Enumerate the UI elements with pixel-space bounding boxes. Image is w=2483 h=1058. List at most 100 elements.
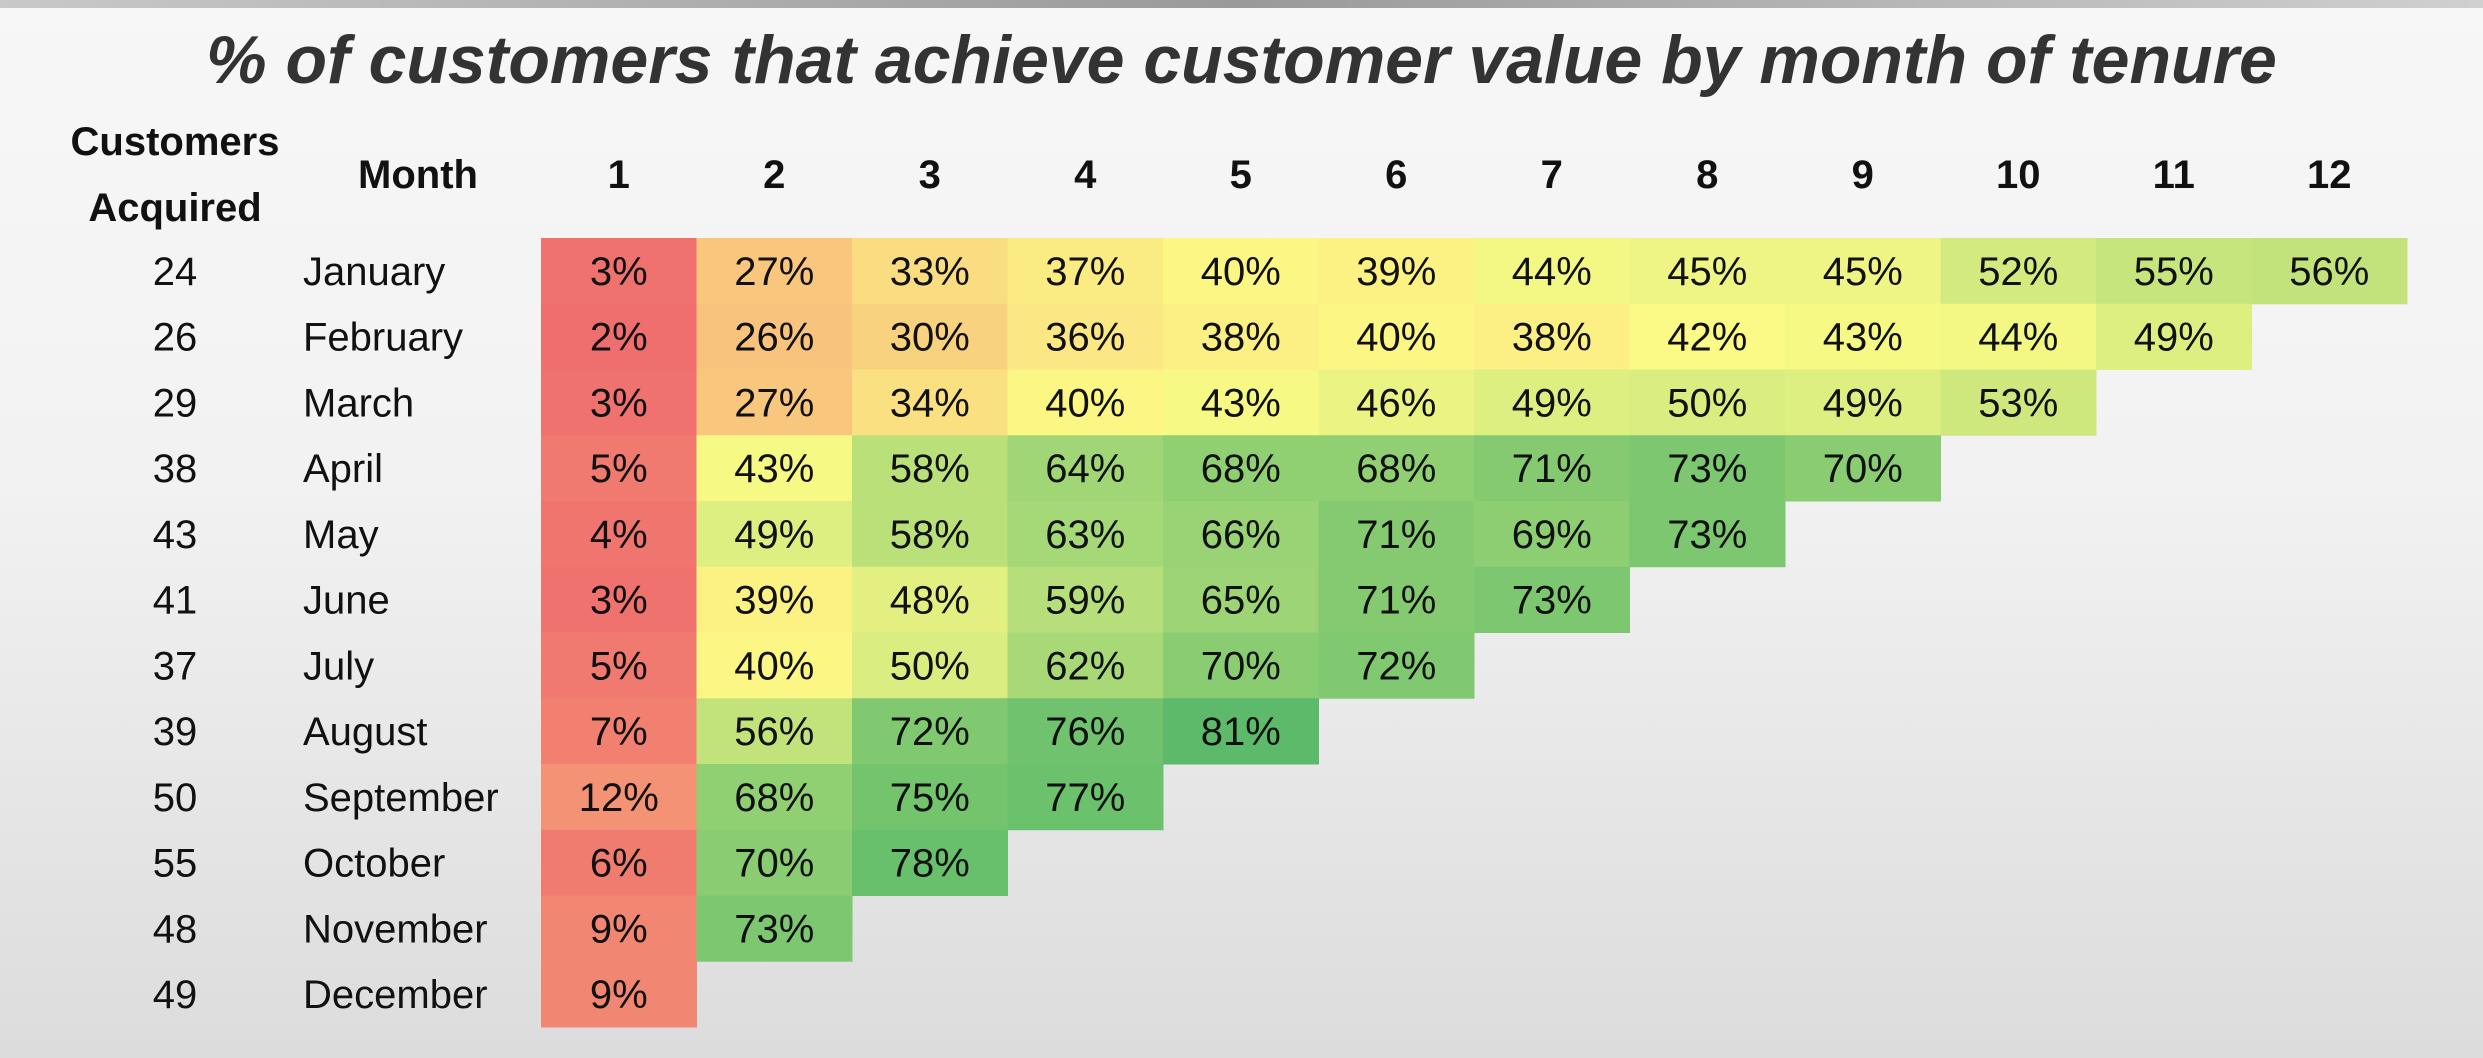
- cell-label-march-m7: 49%: [1512, 381, 1592, 425]
- cell-may-m4: [1007, 501, 1164, 568]
- cell-label-october-m3: 78%: [890, 842, 970, 886]
- month-label-july: July: [303, 644, 374, 688]
- cell-march-m9: [1785, 369, 1941, 436]
- cell-january-m2: [696, 238, 853, 305]
- customers-acquired-march: 29: [153, 381, 198, 425]
- cell-label-october-m1: 6%: [590, 842, 648, 886]
- cell-november-m1: [541, 895, 697, 962]
- cell-june-m1: [541, 566, 697, 633]
- cell-label-february-m8: 42%: [1667, 316, 1747, 360]
- column-header-4: 4: [1074, 153, 1097, 197]
- cell-may-m1: [541, 501, 697, 568]
- month-label-november: November: [303, 907, 488, 951]
- cell-june-m3: [852, 566, 1008, 633]
- cell-january-m1: [541, 238, 697, 305]
- header-customers-acquired-line1: Customers: [71, 120, 280, 164]
- cell-label-august-m2: 56%: [734, 710, 814, 754]
- cell-label-june-m5: 65%: [1201, 579, 1281, 623]
- cell-label-october-m2: 70%: [734, 842, 814, 886]
- cell-label-july-m5: 70%: [1201, 644, 1281, 688]
- cell-label-august-m3: 72%: [890, 710, 970, 754]
- heatmap-cells: 3% 27% 33% 37% 40% 39% 44% 45% 45% 52% 55% 56% 2% 26%…: [541, 238, 2408, 1028]
- cell-june-m6: [1318, 566, 1475, 633]
- cell-label-february-m4: 36%: [1045, 316, 1125, 360]
- month-label-may: May: [303, 513, 379, 557]
- column-header-10: 10: [1996, 153, 2041, 197]
- cell-label-april-m5: 68%: [1201, 447, 1281, 491]
- column-header-5: 5: [1230, 153, 1252, 197]
- cell-january-m3: [852, 238, 1008, 305]
- column-header-1: 1: [608, 153, 630, 197]
- cell-label-may-m6: 71%: [1356, 513, 1436, 557]
- cell-label-february-m10: 44%: [1978, 316, 2058, 360]
- cell-april-m7: [1474, 435, 1630, 502]
- cell-april-m8: [1629, 435, 1786, 502]
- cell-label-february-m9: 43%: [1823, 316, 1903, 360]
- cell-label-september-m4: 77%: [1045, 776, 1125, 820]
- cell-september-m2: [696, 764, 853, 831]
- cell-august-m2: [696, 698, 853, 765]
- customers-acquired-november: 48: [153, 907, 198, 951]
- cell-february-m4: [1007, 303, 1164, 370]
- cell-label-june-m6: 71%: [1356, 579, 1436, 623]
- cell-label-june-m1: 3%: [590, 579, 648, 623]
- cell-label-june-m2: 39%: [734, 579, 814, 623]
- cell-label-april-m7: 71%: [1512, 447, 1592, 491]
- month-label-february: February: [303, 316, 463, 360]
- cell-october-m1: [541, 829, 697, 896]
- cell-label-may-m3: 58%: [890, 513, 970, 557]
- cell-label-march-m5: 43%: [1201, 381, 1281, 425]
- cell-september-m4: [1007, 764, 1164, 831]
- cell-june-m4: [1007, 566, 1164, 633]
- cell-label-january-m5: 40%: [1201, 250, 1281, 294]
- cell-january-m6: [1318, 238, 1475, 305]
- cell-april-m4: [1007, 435, 1164, 502]
- customers-acquired-may: 43: [153, 513, 198, 557]
- month-label-september: September: [303, 776, 499, 820]
- cell-label-june-m4: 59%: [1045, 579, 1125, 623]
- month-label-june: June: [303, 579, 390, 623]
- cell-label-march-m1: 3%: [590, 381, 648, 425]
- cell-july-m3: [852, 632, 1008, 699]
- customers-acquired-august: 39: [153, 710, 198, 754]
- cell-label-march-m4: 40%: [1045, 381, 1125, 425]
- cell-label-april-m1: 5%: [590, 447, 648, 491]
- cell-january-m9: [1785, 238, 1941, 305]
- cell-march-m6: [1318, 369, 1475, 436]
- cell-february-m7: [1474, 303, 1630, 370]
- cell-label-march-m9: 49%: [1823, 381, 1903, 425]
- cell-january-m4: [1007, 238, 1164, 305]
- cell-label-july-m4: 62%: [1045, 644, 1125, 688]
- cell-label-july-m2: 40%: [734, 644, 814, 688]
- cell-label-april-m4: 64%: [1045, 447, 1125, 491]
- column-header-3: 3: [919, 153, 941, 197]
- cell-label-january-m6: 39%: [1356, 250, 1436, 294]
- cell-april-m3: [852, 435, 1008, 502]
- cell-october-m2: [696, 829, 853, 896]
- column-header-11: 11: [2153, 153, 2195, 197]
- cell-label-april-m3: 58%: [890, 447, 970, 491]
- column-header-7: 7: [1541, 153, 1563, 197]
- cell-february-m9: [1785, 303, 1941, 370]
- cell-label-january-m8: 45%: [1667, 250, 1747, 294]
- cell-label-february-m5: 38%: [1201, 316, 1281, 360]
- cell-january-m7: [1474, 238, 1630, 305]
- cell-label-may-m8: 73%: [1667, 513, 1747, 557]
- cell-label-may-m7: 69%: [1512, 513, 1592, 557]
- cell-label-april-m6: 68%: [1356, 447, 1436, 491]
- cell-label-august-m4: 76%: [1045, 710, 1125, 754]
- cell-label-may-m1: 4%: [590, 513, 648, 557]
- cell-august-m1: [541, 698, 697, 765]
- customers-acquired-february: 26: [153, 316, 198, 360]
- cell-june-m2: [696, 566, 853, 633]
- cell-label-january-m9: 45%: [1823, 250, 1903, 294]
- cell-label-january-m2: 27%: [734, 250, 814, 294]
- cell-label-may-m5: 66%: [1201, 513, 1281, 557]
- cell-label-february-m2: 26%: [734, 316, 814, 360]
- cell-january-m10: [1940, 238, 2097, 305]
- cell-january-m11: [2096, 238, 2252, 305]
- cell-may-m3: [852, 501, 1008, 568]
- cell-label-march-m2: 27%: [734, 381, 814, 425]
- cell-april-m6: [1318, 435, 1475, 502]
